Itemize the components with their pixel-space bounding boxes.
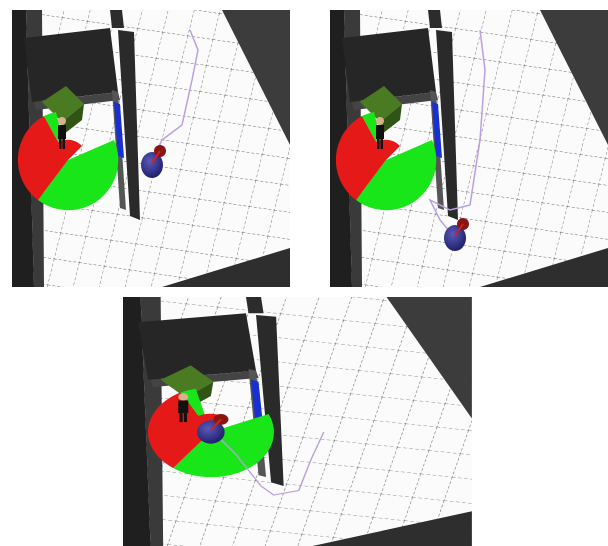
panel-3 — [123, 297, 472, 546]
panel-2 — [330, 10, 608, 287]
page — [0, 0, 608, 546]
panel-1 — [12, 10, 290, 287]
figure — [0, 0, 608, 546]
